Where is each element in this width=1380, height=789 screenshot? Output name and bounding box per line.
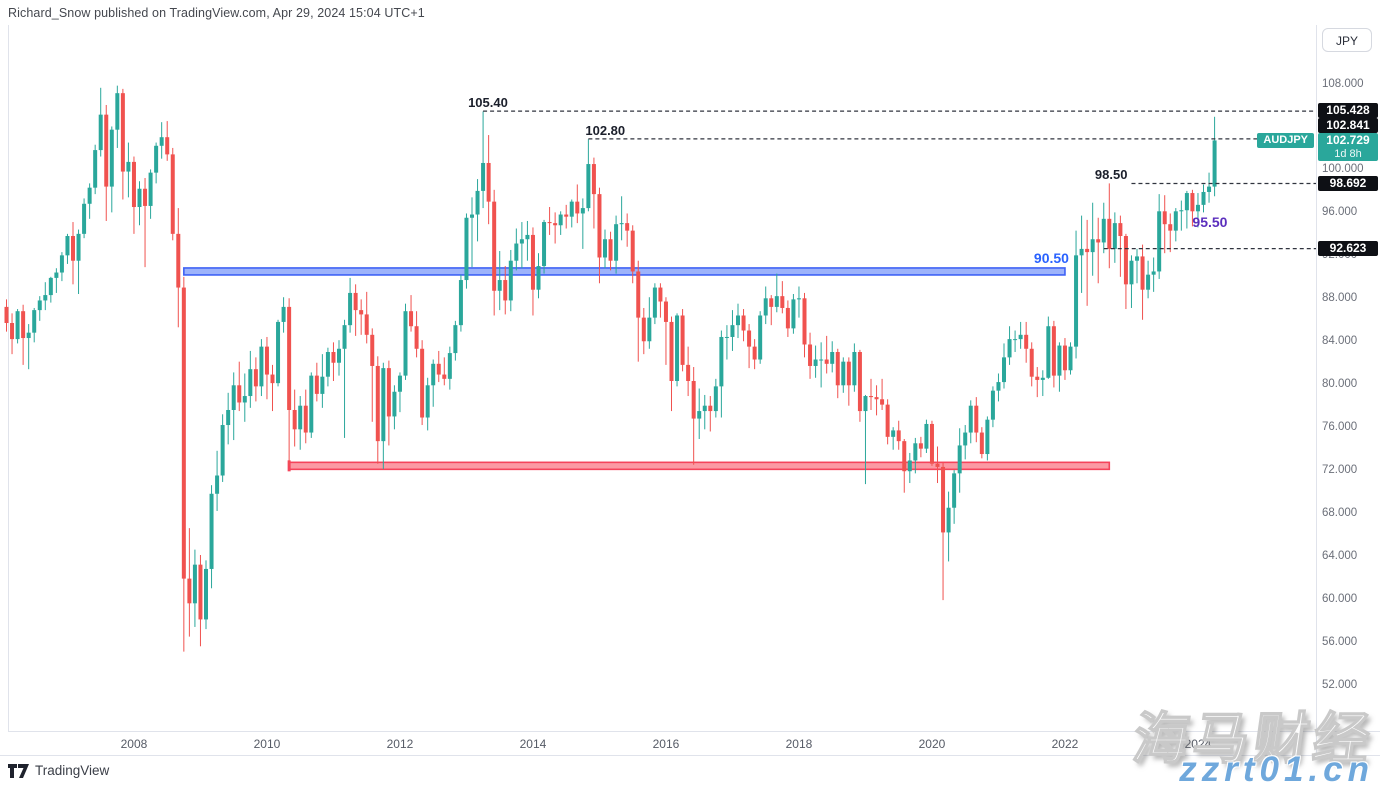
chart-frame — [0, 25, 1380, 756]
currency-toggle-jpy[interactable]: JPY — [1322, 28, 1372, 52]
tradingview-logo-text: TradingView — [35, 763, 110, 778]
tradingview-logo[interactable]: TradingView — [8, 763, 109, 778]
watermark-domain: zzrt01.cn — [1179, 750, 1374, 789]
level-band[interactable] — [183, 267, 1066, 276]
candles — [4, 85, 1217, 652]
bar-countdown: 1d 8h — [1334, 147, 1362, 160]
attribution-text: Richard_Snow published on TradingView.co… — [8, 6, 425, 20]
level-band[interactable] — [287, 460, 1111, 472]
current-price-badge: 102.729 1d 8h — [1318, 132, 1378, 161]
symbol-label: AUDJPY — [1257, 132, 1314, 148]
tradingview-icon — [8, 763, 29, 778]
current-price-value: 102.729 — [1326, 132, 1370, 147]
